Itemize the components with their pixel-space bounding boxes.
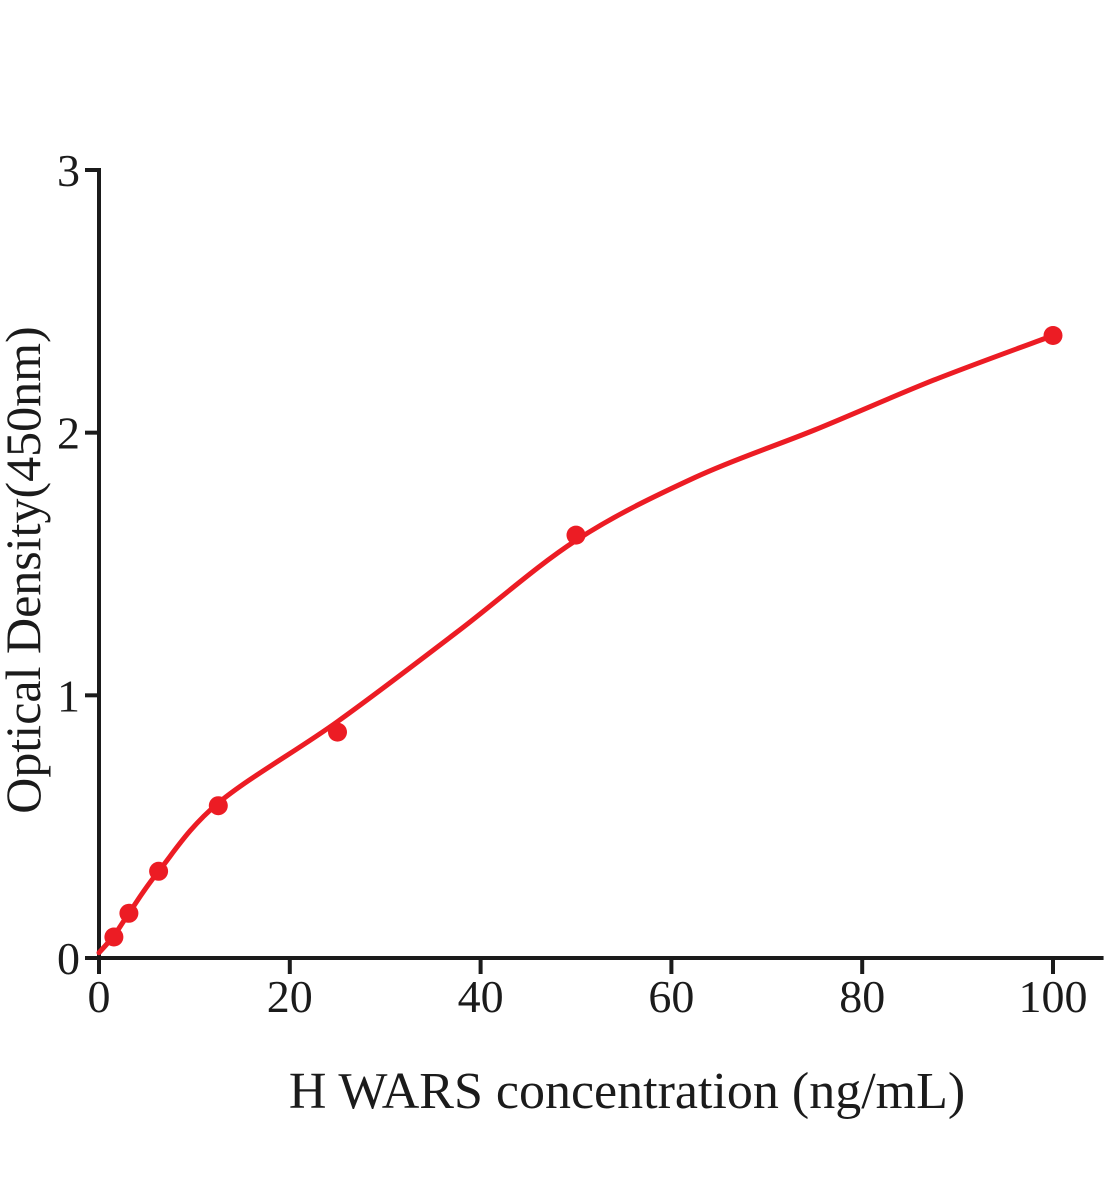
x-tick-label: 80 <box>839 971 885 1022</box>
y-tick-label: 3 <box>57 145 80 196</box>
y-tick-label: 2 <box>57 408 80 459</box>
x-axis-ticks: 0 20 40 60 80 100 <box>88 958 1088 1022</box>
data-point <box>104 927 124 947</box>
data-points <box>104 326 1063 947</box>
axes <box>97 167 1104 960</box>
x-tick-label: 60 <box>648 971 694 1022</box>
data-point <box>328 722 347 742</box>
data-point <box>119 903 139 923</box>
x-tick-label: 40 <box>458 971 504 1022</box>
x-tick-label: 100 <box>1019 971 1088 1022</box>
y-axis-ticks: 0 1 2 3 <box>57 145 99 984</box>
y-axis-title: Optical Density(450nm) <box>0 326 51 813</box>
standard-curve-line <box>96 333 1056 956</box>
data-point <box>566 525 586 545</box>
data-point <box>1043 326 1063 345</box>
y-tick-label: 0 <box>57 933 80 984</box>
x-tick-label: 0 <box>88 971 111 1022</box>
data-point <box>208 796 228 816</box>
data-point <box>149 861 169 881</box>
x-axis-title: H WARS concentration (ng/mL) <box>289 1063 965 1120</box>
x-tick-label: 20 <box>267 971 313 1022</box>
y-tick-label: 1 <box>57 670 80 721</box>
